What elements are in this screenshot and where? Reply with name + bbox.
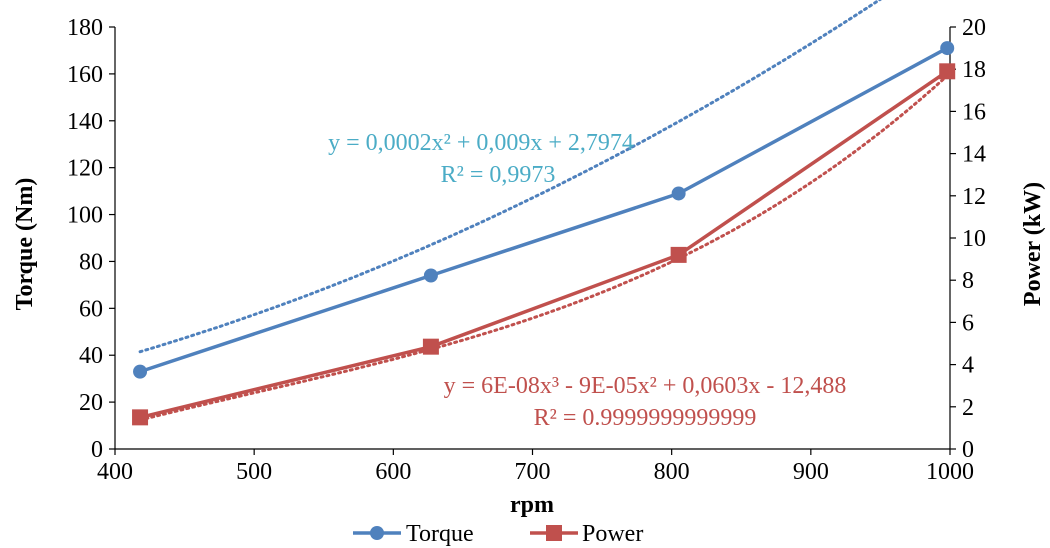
torque-trendline-r2: R² = 0,9973	[441, 162, 556, 188]
series-markers	[132, 41, 956, 426]
left-tick-label: 60	[79, 296, 103, 322]
axes: 0 20 40 60 80 100 120 140 160 180 0 2 4 6 8 10 12 14 16 18 2…	[67, 15, 986, 485]
right-tick-label: 10	[962, 226, 986, 252]
left-axis-title: Torque (Nm)	[12, 178, 38, 311]
x-axis-title: rpm	[510, 492, 554, 518]
right-tick-label: 18	[962, 57, 986, 83]
trendlines	[138, 0, 949, 422]
right-axis-title: Power (kW)	[1020, 182, 1046, 306]
left-tick-label: 160	[67, 62, 103, 88]
right-tick-label: 6	[962, 310, 974, 336]
x-tick-label: 400	[97, 459, 133, 485]
left-tick-label: 100	[67, 203, 103, 229]
legend: Torque Power	[353, 521, 643, 547]
legend-torque-marker	[370, 526, 384, 540]
left-tick-label: 120	[67, 156, 103, 182]
torque-series-line	[139, 46, 949, 374]
left-tick-label: 20	[79, 390, 103, 416]
torque-trendline-equation: y = 0,0002x² + 0,009x + 2,7974	[328, 130, 634, 156]
x-tick-label: 800	[654, 459, 690, 485]
power-data-point	[670, 246, 687, 263]
right-tick-label: 0	[962, 437, 974, 463]
right-tick-label: 2	[962, 395, 974, 421]
torque-data-point	[133, 364, 148, 379]
x-tick-label: 700	[515, 459, 551, 485]
torque-data-point	[940, 41, 955, 56]
x-tick-label: 500	[236, 459, 272, 485]
series-lines	[139, 46, 949, 420]
legend-torque-label: Torque	[406, 521, 474, 547]
x-tick-label: 1000	[926, 459, 974, 485]
power-trendline	[138, 74, 949, 422]
x-tick-label: 600	[375, 459, 411, 485]
power-trendline-equation: y = 6E-08x³ - 9E-05x² + 0,0603x - 12,488	[444, 373, 847, 399]
power-data-point	[939, 63, 956, 80]
torque-data-point	[423, 268, 438, 283]
legend-item-power: Power	[530, 521, 643, 547]
right-tick-label: 14	[962, 142, 986, 168]
left-tick-label: 80	[79, 249, 103, 275]
power-series-line	[139, 69, 949, 420]
legend-power-label: Power	[582, 521, 643, 547]
right-tick-label: 16	[962, 99, 986, 125]
right-tick-label: 12	[962, 184, 986, 210]
torque-trendline	[138, 0, 882, 354]
right-tick-label: 20	[962, 15, 986, 41]
power-data-point	[422, 338, 439, 355]
power-data-point	[132, 409, 149, 426]
x-tick-label: 900	[793, 459, 829, 485]
left-tick-label: 140	[67, 109, 103, 135]
right-tick-label: 8	[962, 268, 974, 294]
left-tick-label: 0	[91, 437, 103, 463]
right-tick-label: 4	[962, 353, 974, 379]
left-tick-label: 180	[67, 15, 103, 41]
left-tick-label: 40	[79, 343, 103, 369]
legend-item-torque: Torque	[353, 521, 474, 547]
power-trendline-r2: R² = 0.9999999999999	[534, 405, 757, 431]
legend-power-marker	[546, 525, 562, 541]
torque-data-point	[671, 186, 686, 201]
